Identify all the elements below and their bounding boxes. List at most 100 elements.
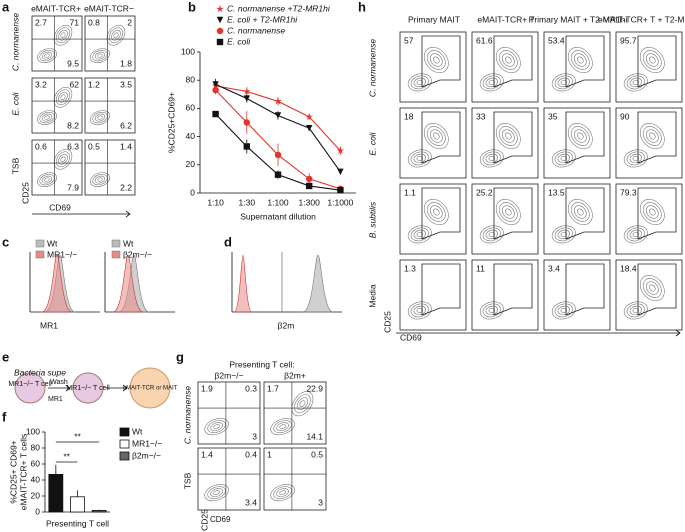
contour: [645, 281, 659, 295]
flow-frame: [263, 381, 327, 445]
quadrant-value: 1.2: [88, 79, 100, 89]
marker: [212, 110, 219, 118]
marker: [243, 95, 250, 102]
contour: [413, 305, 426, 316]
quadrant-value: 14.1: [306, 431, 323, 441]
contour: [626, 303, 645, 318]
contour: [576, 132, 584, 140]
y-tick-label: 20: [186, 159, 196, 169]
contour: [56, 151, 70, 168]
contour: [210, 422, 223, 432]
gate: [493, 111, 533, 164]
contour: [560, 79, 568, 85]
row-label: E. coli: [367, 131, 377, 155]
contour: [60, 156, 66, 163]
flow-frame: [471, 183, 539, 255]
axis-arrow: [396, 329, 681, 337]
contour: [551, 73, 576, 92]
legend-label: MR1−/−: [47, 249, 77, 259]
legend-label: C. normanense +T2-MR1hi: [227, 3, 331, 13]
flow-frame: [543, 183, 611, 255]
contour: [648, 132, 656, 140]
contour: [410, 151, 429, 166]
gate-value: 11: [476, 263, 485, 273]
histogram: [233, 254, 253, 313]
marker: [216, 27, 224, 35]
contour: [485, 229, 498, 240]
gate: [421, 35, 461, 88]
quadrant-value: 3.2: [35, 79, 47, 89]
gate: [493, 35, 533, 88]
y-tick-label: 60: [31, 458, 41, 468]
row-label: CD25: [199, 509, 209, 531]
contour: [623, 149, 648, 168]
gate: [493, 263, 533, 316]
contour: [432, 56, 440, 64]
column-label: eMAIT-TCR+ T: [477, 14, 534, 24]
contour: [407, 301, 432, 320]
contour: [58, 91, 68, 103]
contour: [560, 231, 568, 237]
contour: [551, 225, 576, 244]
contour: [554, 227, 573, 242]
quadrant-value: 6.2: [120, 120, 132, 130]
contour: [210, 488, 223, 498]
gate-value: 18: [404, 111, 414, 121]
contour: [410, 75, 429, 90]
contour: [504, 132, 512, 140]
panel-label: a: [2, 0, 10, 14]
panel-label: e: [2, 349, 9, 364]
y-tick-label: 100: [181, 46, 195, 56]
contour: [279, 490, 286, 495]
contour: [294, 394, 311, 414]
marker: [212, 86, 219, 94]
x-tick-label: 1:100: [267, 197, 289, 207]
contour: [495, 199, 521, 225]
gate-value: 13.5: [548, 187, 565, 197]
gate: [493, 187, 533, 240]
contour: [488, 231, 496, 237]
contour: [557, 305, 570, 316]
contour: [501, 53, 515, 67]
gate: [637, 111, 677, 164]
quadrant-value: 3: [252, 431, 257, 441]
contour: [56, 27, 70, 44]
contour: [482, 151, 501, 166]
gate-value: 53.4: [548, 35, 565, 45]
row-label: eMAIT-TCR+ T cells: [18, 434, 28, 510]
y-tick-label: 60: [186, 103, 196, 113]
contour: [645, 53, 659, 67]
contour: [39, 111, 55, 124]
flow-frame: [399, 107, 467, 179]
panel-label: f: [2, 409, 7, 424]
contour: [53, 86, 73, 108]
contour: [296, 397, 309, 411]
contour: [416, 155, 424, 161]
contour: [429, 129, 443, 143]
contour: [554, 151, 573, 166]
contour: [573, 53, 587, 67]
contour: [482, 303, 501, 318]
y-tick-label: 80: [31, 442, 41, 452]
contour: [97, 115, 103, 120]
contour: [629, 305, 642, 316]
panel-label: c: [2, 234, 9, 249]
legend-label: β2m−/−: [123, 249, 152, 259]
column-label: eMAIT-TCR+ T + T2-MR1hi: [598, 14, 685, 24]
flow-frame: [543, 107, 611, 179]
contour: [109, 27, 123, 44]
contour: [423, 199, 449, 225]
gate-value: 61.6: [476, 35, 493, 45]
contour: [276, 422, 289, 432]
contour: [407, 73, 432, 92]
x-tick-label: 1:1000: [327, 197, 353, 207]
legend-label: MR1−/−: [132, 438, 162, 448]
contour: [410, 227, 429, 242]
row-label: Media: [367, 284, 377, 307]
quadrant-value: 9.5: [67, 58, 79, 68]
contour: [573, 205, 587, 219]
contour: [291, 391, 314, 417]
column-label: Primary MAIT: [408, 14, 460, 24]
axis-label: β2m: [278, 320, 295, 330]
axis-label: Supernatant dilution: [240, 211, 316, 221]
